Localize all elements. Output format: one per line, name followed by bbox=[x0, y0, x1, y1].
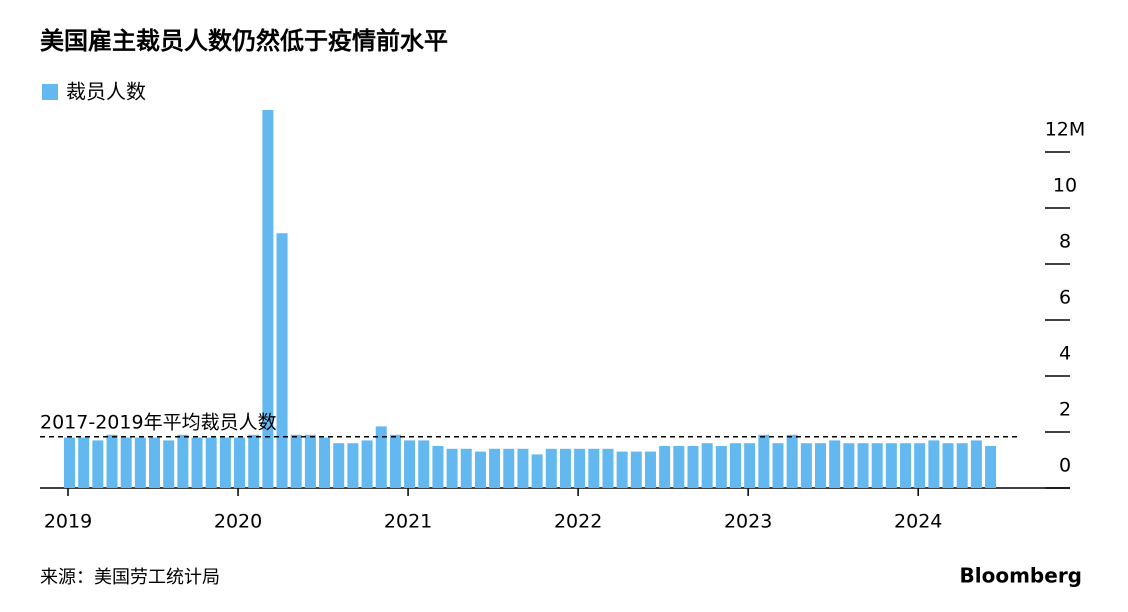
chart-title: 美国雇主裁员人数仍然低于疫情前水平 bbox=[40, 27, 448, 55]
bar bbox=[871, 443, 883, 488]
bar bbox=[800, 443, 812, 488]
bar bbox=[687, 446, 699, 488]
bar bbox=[758, 434, 770, 488]
y-tick-label: 10 bbox=[1053, 175, 1077, 197]
brand: Bloomberg bbox=[960, 564, 1082, 588]
bar bbox=[347, 443, 359, 488]
bar bbox=[432, 446, 444, 488]
bar bbox=[829, 440, 841, 488]
x-tick-label: 2019 bbox=[44, 511, 92, 533]
bar bbox=[857, 443, 869, 488]
x-tick-label: 2020 bbox=[214, 511, 262, 533]
bar bbox=[815, 443, 827, 488]
bar bbox=[630, 451, 642, 488]
bar bbox=[474, 451, 486, 488]
bar bbox=[163, 440, 175, 488]
bar bbox=[786, 434, 798, 488]
y-tick-label: 2 bbox=[1059, 399, 1071, 421]
bar bbox=[219, 437, 231, 488]
source: 来源：美国劳工统计局 bbox=[40, 567, 220, 588]
bar bbox=[489, 448, 501, 488]
bar bbox=[389, 434, 401, 488]
y-tick-label: 12M bbox=[1045, 119, 1086, 141]
bar bbox=[134, 437, 146, 488]
bar bbox=[205, 437, 217, 488]
bar bbox=[885, 443, 897, 488]
bar bbox=[106, 434, 118, 488]
x-tick-label: 2021 bbox=[384, 511, 432, 533]
bar bbox=[985, 446, 997, 488]
bar bbox=[319, 437, 331, 488]
bar bbox=[503, 448, 515, 488]
bar bbox=[375, 426, 387, 488]
legend-label: 裁员人数 bbox=[66, 80, 146, 104]
bar bbox=[914, 443, 926, 488]
x-tick-label: 2023 bbox=[724, 511, 772, 533]
bar bbox=[559, 448, 571, 488]
bar bbox=[772, 443, 784, 488]
bar bbox=[843, 443, 855, 488]
bar bbox=[64, 437, 75, 488]
bar bbox=[78, 437, 90, 488]
bar bbox=[644, 451, 656, 488]
bar bbox=[248, 434, 260, 488]
y-tick-label: 6 bbox=[1059, 287, 1071, 309]
bar bbox=[588, 448, 600, 488]
reference-label: 2017-2019年平均裁员人数 bbox=[40, 411, 277, 433]
bar bbox=[446, 448, 458, 488]
bar bbox=[900, 443, 912, 488]
bar bbox=[276, 233, 288, 488]
bar bbox=[545, 448, 557, 488]
bar bbox=[333, 443, 345, 488]
x-tick-label: 2022 bbox=[554, 511, 602, 533]
bar bbox=[262, 110, 274, 488]
bar bbox=[701, 443, 713, 488]
bar bbox=[531, 454, 543, 488]
bar bbox=[942, 443, 954, 488]
bar bbox=[517, 448, 529, 488]
bar bbox=[404, 440, 416, 488]
bar bbox=[234, 437, 246, 488]
bar bbox=[673, 446, 685, 488]
bar bbox=[149, 437, 161, 488]
bar bbox=[659, 446, 671, 488]
bar bbox=[304, 434, 316, 488]
bar bbox=[729, 443, 741, 488]
bar bbox=[744, 443, 756, 488]
legend-swatch bbox=[42, 84, 58, 100]
x-tick-label: 2024 bbox=[894, 511, 942, 533]
y-tick-label: 4 bbox=[1059, 343, 1071, 365]
bar bbox=[120, 437, 132, 488]
bar bbox=[290, 434, 302, 488]
bar bbox=[602, 448, 614, 488]
bar bbox=[956, 443, 968, 488]
bar bbox=[715, 446, 727, 488]
bar bbox=[928, 440, 940, 488]
bar bbox=[418, 440, 430, 488]
bar bbox=[92, 440, 104, 488]
bar bbox=[191, 437, 203, 488]
bar bbox=[616, 451, 628, 488]
bar bbox=[361, 440, 373, 488]
y-tick-label: 8 bbox=[1059, 231, 1071, 253]
bar bbox=[574, 448, 586, 488]
y-tick-label: 0 bbox=[1059, 455, 1071, 477]
bar bbox=[460, 448, 472, 488]
bar bbox=[970, 440, 982, 488]
bar bbox=[177, 434, 189, 488]
